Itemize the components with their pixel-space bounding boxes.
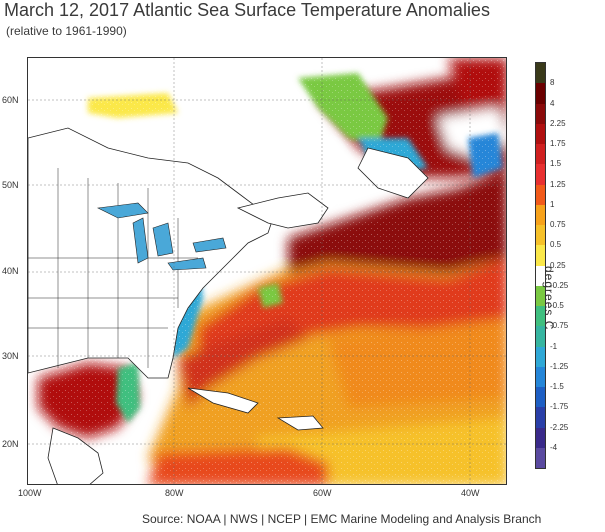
colorbar-swatch xyxy=(536,387,545,408)
colorbar-label: 8 xyxy=(550,78,555,88)
graticule xyxy=(28,58,506,484)
source-credit: Source: NOAA | NWS | NCEP | EMC Marine M… xyxy=(142,512,542,526)
colorbar-label: -2.25 xyxy=(550,422,569,432)
colorbar-swatch xyxy=(536,346,545,367)
colorbar-label: -0.5 xyxy=(550,301,564,310)
sst-anomaly-map xyxy=(27,57,507,485)
colorbar-label: -0.25 xyxy=(550,280,569,290)
colorbar-swatch xyxy=(536,306,545,327)
colorbar-label: -4 xyxy=(550,442,558,452)
colorbar-label: -1.25 xyxy=(550,361,569,371)
lat-label-20n: 20N xyxy=(2,439,19,449)
colorbar-swatch xyxy=(536,164,545,185)
colorbar-label: 0.5 xyxy=(550,240,562,250)
colorbar-swatch xyxy=(536,204,545,225)
colorbar-swatch xyxy=(536,265,545,286)
colorbar-label: 1.5 xyxy=(550,159,562,169)
colorbar-swatch xyxy=(536,285,545,306)
colorbar-label: 0.25 xyxy=(550,260,566,270)
lon-label-100w: 100W xyxy=(18,488,42,498)
lat-label-30n: 30N xyxy=(2,351,19,361)
colorbar-swatch xyxy=(536,366,545,387)
colorbar-units: degrees C xyxy=(542,266,556,331)
colorbar-swatch xyxy=(536,63,545,84)
map-subtitle: (relative to 1961-1990) xyxy=(6,24,127,38)
colorbar-label: -1 xyxy=(550,341,558,351)
colorbar-swatch xyxy=(536,225,545,246)
lon-label-60w: 60W xyxy=(313,488,332,498)
colorbar-swatch xyxy=(536,447,545,468)
lat-label-40n: 40N xyxy=(2,266,19,276)
land-masses xyxy=(28,127,429,484)
colorbar-label: 2.25 xyxy=(550,118,566,128)
colorbar-swatch xyxy=(536,245,545,266)
colorbar-label: -0.75 xyxy=(550,321,569,331)
colorbar-label: 0.75 xyxy=(550,220,566,229)
colorbar-label: -1.5 xyxy=(550,382,564,391)
colorbar-swatch xyxy=(536,184,545,205)
colorbar-swatch xyxy=(536,427,545,448)
colorbar-label: 1.75 xyxy=(550,139,566,148)
colorbar-label: 1.25 xyxy=(550,179,566,189)
colorbar-swatch xyxy=(536,326,545,347)
great-lakes xyxy=(96,202,227,271)
colorbar-swatch xyxy=(536,407,545,428)
map-canvas xyxy=(28,58,506,484)
lat-label-60n: 60N xyxy=(2,95,19,105)
lat-label-50n: 50N xyxy=(2,180,19,190)
lon-label-40w: 40W xyxy=(461,488,480,498)
colorbar-swatch xyxy=(536,83,545,104)
lon-label-80w: 80W xyxy=(165,488,184,498)
colorbar-swatch xyxy=(536,144,545,165)
colorbar-swatch xyxy=(536,123,545,144)
colorbar-label: 4 xyxy=(550,98,555,108)
map-title: March 12, 2017 Atlantic Sea Surface Temp… xyxy=(4,0,490,20)
colorbar xyxy=(535,62,546,469)
colorbar-swatch xyxy=(536,103,545,124)
colorbar-label: 1 xyxy=(550,199,555,209)
colorbar-label: -1.75 xyxy=(550,402,569,412)
